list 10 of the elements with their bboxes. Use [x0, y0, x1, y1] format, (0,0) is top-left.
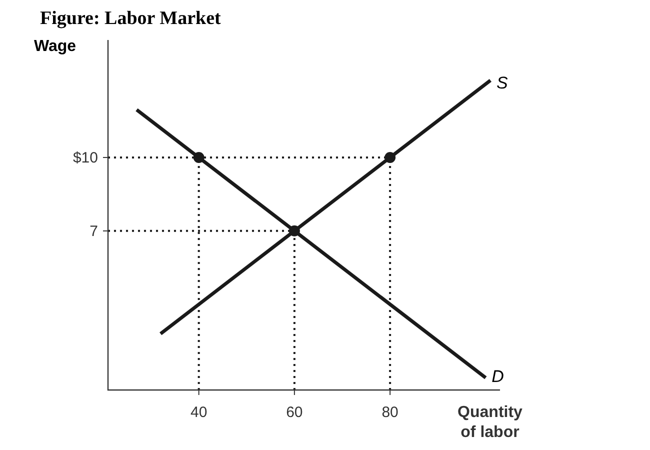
x-tick-label: 80: [382, 404, 398, 421]
y-tick-label: $10: [72, 149, 98, 166]
x-tick-label: 40: [190, 404, 208, 421]
y-tick-label: 7: [90, 222, 98, 240]
series-label: D: [492, 366, 504, 386]
x-axis-title: Quantity of labor: [458, 404, 523, 441]
y-axis-title: Wage: [34, 38, 76, 55]
x-tick-label: 60: [286, 404, 303, 421]
series-label: S: [496, 73, 508, 92]
chart-title: Figure: Labor Market: [40, 8, 222, 29]
